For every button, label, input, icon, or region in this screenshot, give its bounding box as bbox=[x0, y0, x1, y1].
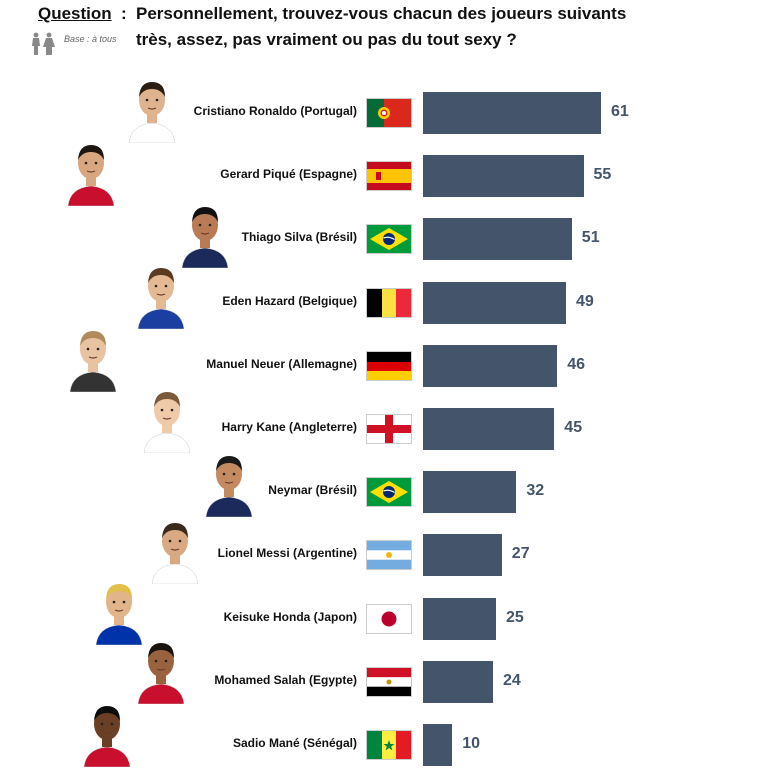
bar bbox=[423, 155, 584, 198]
bar bbox=[423, 344, 558, 387]
flag-japan-icon bbox=[367, 604, 411, 633]
category-label: Harry Kane (Angleterre) bbox=[221, 420, 357, 434]
bar bbox=[423, 92, 601, 134]
question-text-line2: très, assez, pas vraiment ou pas du tout… bbox=[136, 30, 517, 49]
data-label: 55 bbox=[593, 166, 612, 184]
player-photo bbox=[178, 198, 232, 269]
category-label: Gerard Piqué (Espagne) bbox=[220, 167, 357, 182]
flag-senegal-icon bbox=[367, 731, 411, 759]
category-label: Mohamed Salah (Egypte) bbox=[214, 672, 357, 687]
bar bbox=[423, 597, 496, 640]
data-label: 49 bbox=[576, 292, 594, 310]
player-photo bbox=[80, 697, 134, 768]
flag-england-icon bbox=[367, 415, 411, 443]
chart-row: Eden Hazard (Belgique) 49 bbox=[0, 268, 775, 334]
flag-belgium-icon bbox=[367, 288, 411, 317]
flag-argentina-icon bbox=[367, 541, 411, 570]
chart-row: Neymar (Brésil) 32 bbox=[0, 456, 775, 523]
bar bbox=[423, 408, 555, 450]
player-photo bbox=[148, 514, 202, 585]
player-photo bbox=[64, 136, 118, 207]
chart-row: Lionel Messi (Argentine) 27 bbox=[0, 523, 775, 586]
chart-row: Manuel Neuer (Allemagne) 46 bbox=[0, 331, 775, 397]
data-label: 61 bbox=[611, 103, 629, 120]
bar bbox=[423, 534, 502, 577]
question-colon: : bbox=[121, 4, 127, 23]
chart-row: Sadio Mané (Sénégal) 10 bbox=[0, 706, 775, 776]
bar bbox=[423, 218, 572, 261]
bar bbox=[423, 724, 453, 766]
data-label: 46 bbox=[567, 355, 585, 373]
flag-brazil-icon bbox=[367, 478, 411, 507]
question-text-line1: Personnellement, trouvez-vous chacun des… bbox=[136, 4, 627, 23]
category-label: Thiago Silva (Brésil) bbox=[241, 230, 357, 245]
data-label: 51 bbox=[581, 229, 600, 247]
player-photo bbox=[125, 73, 179, 144]
flag-egypt-icon bbox=[367, 667, 411, 696]
bar bbox=[423, 471, 517, 514]
man-woman-icon bbox=[32, 32, 55, 55]
data-label: 10 bbox=[462, 735, 480, 752]
bar bbox=[423, 281, 566, 324]
flag-portugal-icon bbox=[367, 99, 411, 127]
chart-row: Thiago Silva (Brésil) 51 bbox=[0, 207, 775, 270]
player-photo bbox=[66, 322, 120, 393]
chart-row: Mohamed Salah (Egypte) 24 bbox=[0, 643, 775, 713]
data-label: 25 bbox=[506, 608, 524, 626]
player-photo bbox=[134, 634, 188, 705]
chart-row: Cristiano Ronaldo (Portugal) 61 bbox=[0, 82, 775, 144]
chart-header: Question : Personnellement, trouvez-vous… bbox=[0, 0, 775, 60]
chart-row: Harry Kane (Angleterre) 45 bbox=[0, 392, 775, 460]
data-label: 24 bbox=[503, 671, 521, 689]
category-label: Eden Hazard (Belgique) bbox=[222, 293, 357, 308]
category-label: Manuel Neuer (Allemagne) bbox=[206, 356, 357, 371]
player-photo bbox=[140, 383, 194, 454]
category-label: Keisuke Honda (Japon) bbox=[223, 609, 357, 624]
category-label: Sadio Mané (Sénégal) bbox=[232, 736, 357, 750]
flag-germany-icon bbox=[367, 351, 411, 380]
chart-row: Keisuke Honda (Japon) 25 bbox=[0, 584, 775, 650]
data-label: 27 bbox=[511, 545, 530, 563]
player-photo bbox=[202, 447, 256, 518]
category-label: Cristiano Ronaldo (Portugal) bbox=[193, 104, 357, 118]
player-photo bbox=[134, 259, 188, 330]
bar bbox=[423, 660, 493, 703]
data-label: 45 bbox=[564, 419, 583, 436]
flag-spain-icon bbox=[367, 162, 411, 191]
question-label: Question bbox=[38, 4, 112, 23]
data-label: 32 bbox=[526, 482, 545, 500]
chart-row: Gerard Piqué (Espagne) 55 bbox=[0, 145, 775, 207]
base-label: Base : à tous bbox=[64, 34, 117, 44]
flag-brazil-icon bbox=[367, 225, 411, 254]
category-label: Lionel Messi (Argentine) bbox=[217, 546, 357, 561]
category-label: Neymar (Brésil) bbox=[268, 483, 357, 498]
player-photo bbox=[92, 575, 146, 646]
